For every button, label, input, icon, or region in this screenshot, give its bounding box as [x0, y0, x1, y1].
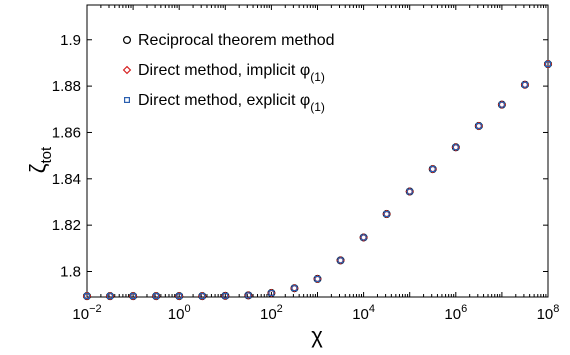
x-tick-label: 102: [260, 303, 283, 323]
legend-label-sub: (1): [310, 100, 325, 114]
y-tick-label: 1.9: [60, 32, 81, 49]
x-tick-label: 108: [537, 303, 560, 323]
data-point: [199, 293, 206, 300]
data-point: [314, 275, 321, 282]
legend-label: Direct method, explicit φ(1): [138, 92, 325, 114]
legend-label-sub: (1): [310, 70, 325, 84]
x-tick-label: 104: [352, 303, 375, 323]
data-point: [291, 285, 298, 292]
y-axis-label: ζtot: [25, 146, 55, 173]
x-tick-exp: 0: [184, 303, 190, 315]
data-point: [521, 81, 528, 88]
x-tick-base: 10: [444, 306, 461, 323]
data-point: [429, 166, 436, 173]
x-tick-base: 10: [72, 306, 89, 323]
data-point: [544, 61, 551, 68]
legend: Reciprocal theorem method Direct method, …: [122, 32, 335, 114]
data-point: [406, 188, 413, 195]
data-point: [452, 144, 459, 151]
svg-text:ζtot: ζtot: [25, 146, 55, 173]
x-tick-exp: 6: [461, 303, 467, 315]
x-tick-base: 10: [537, 306, 554, 323]
legend-label-main: Direct method, implicit φ: [138, 62, 310, 79]
x-tick-exp: 8: [553, 303, 559, 315]
data-point: [337, 257, 344, 264]
data-point: [475, 122, 482, 129]
x-tick-label: 100: [168, 303, 191, 323]
x-tick-exp: 4: [369, 303, 375, 315]
axis-ticks: 10−2 100 102 104 106 1081.81.821.841.861.881.…: [52, 5, 560, 323]
data-point: [498, 101, 505, 108]
x-tick-base: 10: [352, 306, 369, 323]
y-tick-label: 1.84: [52, 171, 81, 188]
data-point: [245, 292, 252, 299]
y-tick-label: 1.8: [60, 264, 81, 281]
legend-label-main: Reciprocal theorem method: [138, 32, 335, 49]
data-point: [107, 293, 114, 300]
plot-area: [86, 4, 549, 298]
x-tick-base: 10: [260, 306, 277, 323]
legend-marker: [122, 35, 131, 44]
legend-label: Direct method, implicit φ(1): [138, 62, 325, 84]
x-tick-label: 106: [444, 303, 467, 323]
data-point: [130, 293, 137, 300]
y-tick-label: 1.86: [52, 124, 81, 141]
data-marks: [82, 59, 553, 301]
data-point: [360, 234, 367, 241]
data-point: [383, 211, 390, 218]
data-point: [268, 290, 275, 297]
data-point: [222, 292, 229, 299]
legend-label-main: Direct method, explicit φ: [138, 92, 310, 109]
data-point: [153, 293, 160, 300]
y-axis-label-sub: tot: [38, 146, 55, 164]
x-tick-label: 10−2: [72, 303, 101, 323]
y-axis-label-main: ζ: [25, 163, 50, 173]
legend-marker: [123, 96, 130, 103]
x-tick-base: 10: [168, 306, 185, 323]
x-tick-exp: 2: [277, 303, 283, 315]
y-tick-label: 1.88: [52, 78, 81, 95]
x-tick-exp: −2: [89, 303, 102, 315]
data-point: [176, 293, 183, 300]
data-point: [83, 293, 90, 300]
series-square: [83, 61, 551, 300]
y-tick-label: 1.82: [52, 217, 81, 234]
legend-label: Reciprocal theorem method: [138, 32, 335, 49]
x-axis-label: χ: [311, 323, 323, 348]
legend-marker: [122, 65, 132, 75]
